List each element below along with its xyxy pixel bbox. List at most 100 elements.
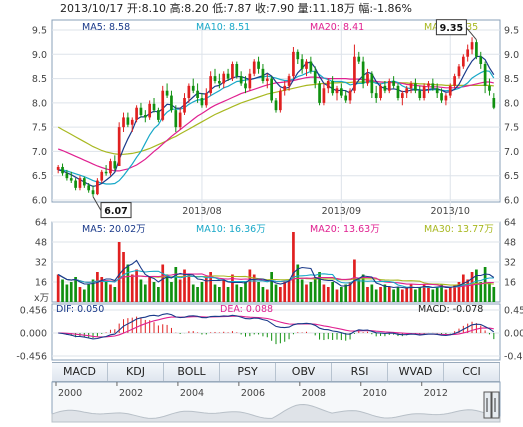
candle-body [353, 56, 356, 91]
volume-bar [65, 284, 69, 302]
candle [239, 71, 243, 86]
candle-body [117, 127, 121, 166]
candle-body [461, 56, 465, 67]
tab-kdj[interactable]: KDJ [108, 363, 164, 381]
volume-bar [148, 277, 152, 302]
indicator-tabs: MACD KDJ BOLL PSY OBV RSI WVAD CCI [52, 362, 500, 382]
volume-bar [400, 289, 404, 302]
candle-body [414, 83, 417, 91]
tab-macd[interactable]: MACD [52, 363, 108, 381]
candle [414, 78, 417, 94]
volume-bar [427, 287, 430, 302]
volume-bar [431, 289, 435, 302]
candle-body [74, 180, 77, 188]
candle-body [213, 76, 217, 81]
tab-obv[interactable]: OBV [276, 363, 332, 381]
candle-body [483, 64, 487, 86]
candle [165, 83, 169, 98]
volume-bar [387, 287, 391, 302]
tab-rsi[interactable]: RSI [332, 363, 388, 381]
candle-body [148, 103, 152, 118]
candle [339, 83, 343, 98]
overview-year: 2008 [302, 388, 326, 399]
candle [405, 85, 409, 98]
candle [178, 107, 182, 130]
candle [453, 73, 456, 89]
price-tick-left: 8.5 [32, 74, 47, 85]
candle [222, 71, 226, 89]
candle [213, 68, 217, 84]
candle [261, 64, 265, 84]
candle [152, 98, 156, 113]
volume-tick-left: 16 [35, 278, 47, 289]
candle-body [370, 73, 374, 94]
macd-y-axis-right: 0.456 0.000 -0.456 [504, 306, 523, 363]
volume-y-axis-right: 64 48 32 16 [504, 218, 516, 289]
volume-legend: MA5: 20.02万 MA10: 16.36万 MA20: 13.63万 MA30:… [82, 224, 494, 235]
candle-body [226, 73, 230, 79]
overview-years: 2000 2002 2004 2006 2008 2010 2012 [55, 382, 448, 399]
volume-bar [457, 282, 461, 302]
candle [96, 178, 99, 196]
candle-body [204, 93, 208, 106]
price-tick-right: 8.0 [504, 98, 519, 109]
tab-cci[interactable]: CCI [444, 363, 500, 381]
candle [335, 85, 339, 101]
macd-tick-right: 0.456 [504, 306, 523, 317]
candle [113, 155, 117, 171]
candle [296, 49, 300, 64]
candle [187, 83, 191, 103]
candle-body [348, 90, 352, 101]
volume-bar [200, 282, 204, 302]
price-y-axis-right: 9.5 9.0 8.5 8.0 7.5 7.0 6.5 6.0 [504, 26, 519, 207]
volume-bar [414, 289, 417, 302]
volume-bar [69, 282, 73, 302]
candle-body [91, 190, 95, 195]
volume-tick-left: 48 [35, 238, 47, 249]
candle [235, 61, 239, 79]
candle [87, 183, 91, 193]
candle [274, 98, 278, 113]
macd-legend-item: DEA: 0.088 [220, 304, 273, 315]
volume-bar [331, 282, 334, 302]
volume-bar [374, 289, 378, 302]
volume-bar [305, 284, 308, 302]
candle-body [309, 61, 313, 72]
volume-bar [483, 267, 487, 302]
candle [309, 56, 313, 74]
candle-body [492, 98, 496, 108]
candle-body [165, 90, 169, 96]
candle-body [331, 81, 334, 94]
volume-bar [196, 287, 199, 302]
volume-bar [335, 289, 339, 302]
candle [322, 83, 326, 106]
candle-body [387, 81, 391, 91]
macd-panel[interactable] [51, 303, 501, 361]
tab-wvad[interactable]: WVAD [388, 363, 444, 381]
candle [353, 44, 356, 94]
tab-boll[interactable]: BOLL [164, 363, 220, 381]
volume-unit-label: x万 [34, 293, 49, 304]
volume-bar [130, 274, 134, 302]
candle [231, 61, 234, 81]
macd-tick-right: -0.456 [504, 352, 523, 363]
candle [270, 76, 273, 103]
tab-psy[interactable]: PSY [220, 363, 276, 381]
candle-body [453, 76, 456, 86]
volume-bar [383, 284, 387, 302]
price-candles [56, 37, 496, 197]
annotation-box [100, 202, 132, 219]
candle [488, 78, 491, 96]
candle-body [409, 83, 413, 89]
volume-bar [204, 277, 208, 302]
candle-body [274, 100, 278, 111]
volume-bar [257, 282, 260, 302]
volume-bar [126, 264, 130, 302]
price-tick-right: 9.5 [504, 26, 519, 37]
price-grid [52, 20, 500, 360]
candle [170, 90, 173, 113]
overview-range-slider[interactable] [483, 391, 500, 419]
volume-bar [209, 272, 213, 302]
candle [427, 81, 430, 94]
volume-tick-left: 32 [35, 258, 47, 269]
